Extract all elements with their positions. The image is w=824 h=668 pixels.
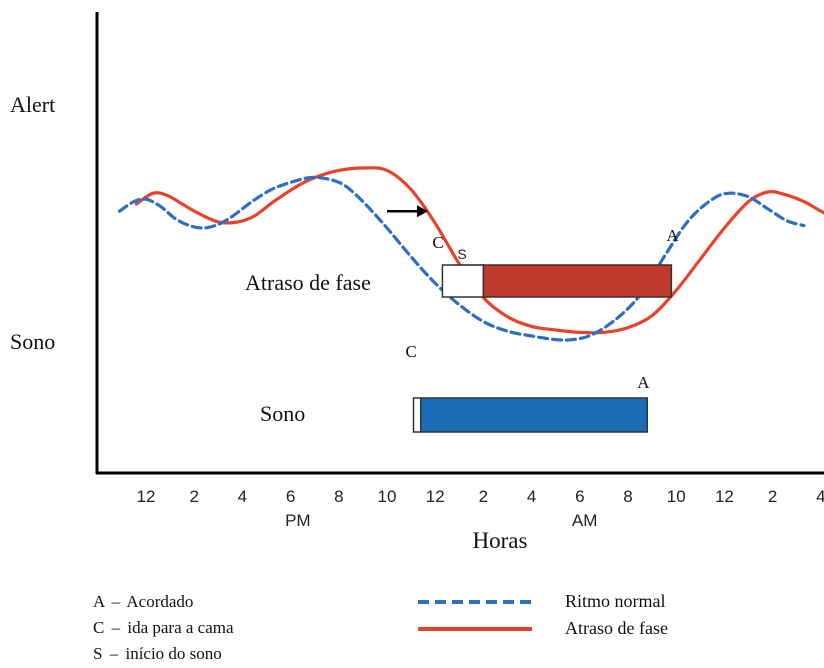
legend-key-c: C – ida para a cama	[93, 618, 234, 637]
legend-label-normal-rhythm: Ritmo normal	[565, 591, 666, 611]
x-tick-label: 12	[715, 487, 734, 506]
normal-sleep-bed-interval	[412, 397, 422, 433]
normal-sleep-bar-label: Sono	[260, 401, 305, 426]
legend-key-dash: –	[111, 618, 121, 637]
x-tick-label: 4	[238, 487, 247, 506]
legend-key-dash: –	[111, 592, 121, 611]
x-tick-label: 4	[816, 487, 824, 506]
normal-rhythm-curve	[117, 175, 806, 342]
period-labels: PM AM	[285, 511, 597, 530]
legend-key-s: S – início do sono	[93, 644, 222, 663]
y-label-alert: Alert	[10, 92, 55, 117]
phase-delay-bed-interval	[441, 264, 485, 298]
normal-sleep-marker-a: A	[637, 373, 650, 392]
legend-key-text: ida para a cama	[127, 618, 234, 637]
x-tick-label: 6	[286, 487, 295, 506]
phase-delay-curve	[134, 166, 824, 335]
x-tick-label: 10	[378, 487, 397, 506]
x-tick-label: 2	[768, 487, 777, 506]
legend-label-phase-delay: Atraso de fase	[565, 618, 668, 638]
normal-sleep-bar	[419, 397, 649, 433]
svg-text:S – início do: S – início do sono	[93, 644, 222, 663]
legend-key-letter: A	[93, 592, 106, 611]
x-tick-label: 4	[527, 487, 536, 506]
phase-delay-marker-c: C	[432, 233, 443, 252]
period-label: PM	[285, 511, 311, 530]
phase-delay-bar-group: Atraso de fase C S A	[245, 226, 679, 298]
x-tick-label: 8	[623, 487, 632, 506]
svg-text:A – Acordado: A – Acordado	[93, 592, 193, 611]
x-tick-label: 6	[575, 487, 584, 506]
legend-key-letter: C	[93, 618, 104, 637]
legend: A – Acordado C – ida para a cama S – iní…	[93, 591, 668, 663]
svg-text:C – ida para a: C – ida para a cama	[93, 618, 234, 637]
x-tick-label: 10	[667, 487, 686, 506]
x-tick-label: 12	[426, 487, 445, 506]
rhythm-curves	[117, 166, 824, 342]
phase-shift-arrow-head	[416, 205, 428, 218]
legend-key-letter: S	[93, 644, 102, 663]
legend-key-dash: –	[109, 644, 119, 663]
legend-key-a: A – Acordado	[93, 592, 193, 611]
phase-delay-bar-label: Atraso de fase	[245, 270, 371, 295]
x-tick-label: 12	[137, 487, 156, 506]
period-label: AM	[572, 511, 598, 530]
x-tick-labels: 12 2 4 6 8 10 12 2 4 6 8 10 12 2 4	[137, 487, 824, 506]
y-label-sleep: Sono	[10, 329, 55, 354]
phase-shift-arrow	[387, 205, 428, 218]
legend-key-text: início do sono	[125, 644, 221, 663]
phase-delay-sleep-bar	[482, 264, 673, 298]
x-tick-label: 8	[334, 487, 343, 506]
x-axis-title: Horas	[473, 528, 528, 553]
phase-delay-marker-s: S	[457, 246, 466, 262]
normal-sleep-marker-c: C	[406, 342, 417, 361]
x-tick-label: 2	[479, 487, 488, 506]
normal-sleep-bar-group: Sono C A	[260, 342, 650, 433]
phase-delay-marker-a: A	[666, 226, 679, 245]
x-tick-label: 2	[189, 487, 198, 506]
legend-key-text: Acordado	[126, 592, 193, 611]
